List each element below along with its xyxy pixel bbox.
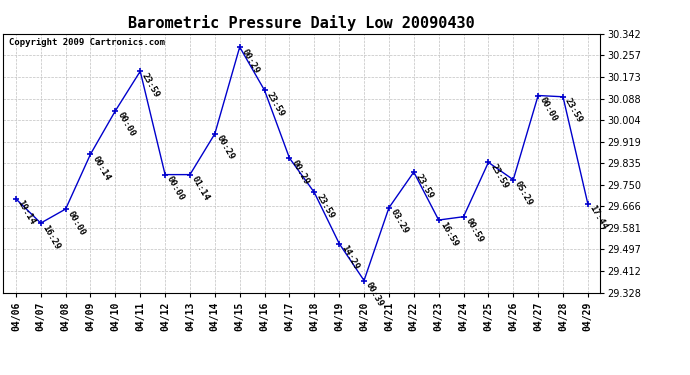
Text: 00:29: 00:29 [289,158,311,186]
Text: 00:00: 00:00 [66,209,87,237]
Text: 00:29: 00:29 [215,134,236,162]
Text: 16:29: 16:29 [41,223,62,251]
Text: 01:14: 01:14 [190,175,211,202]
Text: 23:59: 23:59 [414,172,435,200]
Text: 00:14: 00:14 [90,154,112,182]
Text: 00:00: 00:00 [538,96,560,123]
Text: 00:29: 00:29 [239,47,261,75]
Text: 23:59: 23:59 [489,162,510,190]
Text: 00:00: 00:00 [165,175,186,202]
Text: 00:00: 00:00 [115,111,137,139]
Text: 23:59: 23:59 [140,71,161,99]
Text: 23:59: 23:59 [264,90,286,118]
Text: 03:29: 03:29 [389,208,410,236]
Text: Copyright 2009 Cartronics.com: Copyright 2009 Cartronics.com [10,38,166,46]
Text: 19:14: 19:14 [16,199,37,226]
Text: 00:59: 00:59 [464,217,485,244]
Text: 14:29: 14:29 [339,243,360,271]
Text: 23:59: 23:59 [315,192,335,220]
Text: 23:59: 23:59 [563,97,584,124]
Text: 17:44: 17:44 [588,204,609,232]
Text: 05:29: 05:29 [513,180,535,207]
Title: Barometric Pressure Daily Low 20090430: Barometric Pressure Daily Low 20090430 [128,15,475,31]
Text: 16:59: 16:59 [439,220,460,248]
Text: 00:39: 00:39 [364,280,385,308]
